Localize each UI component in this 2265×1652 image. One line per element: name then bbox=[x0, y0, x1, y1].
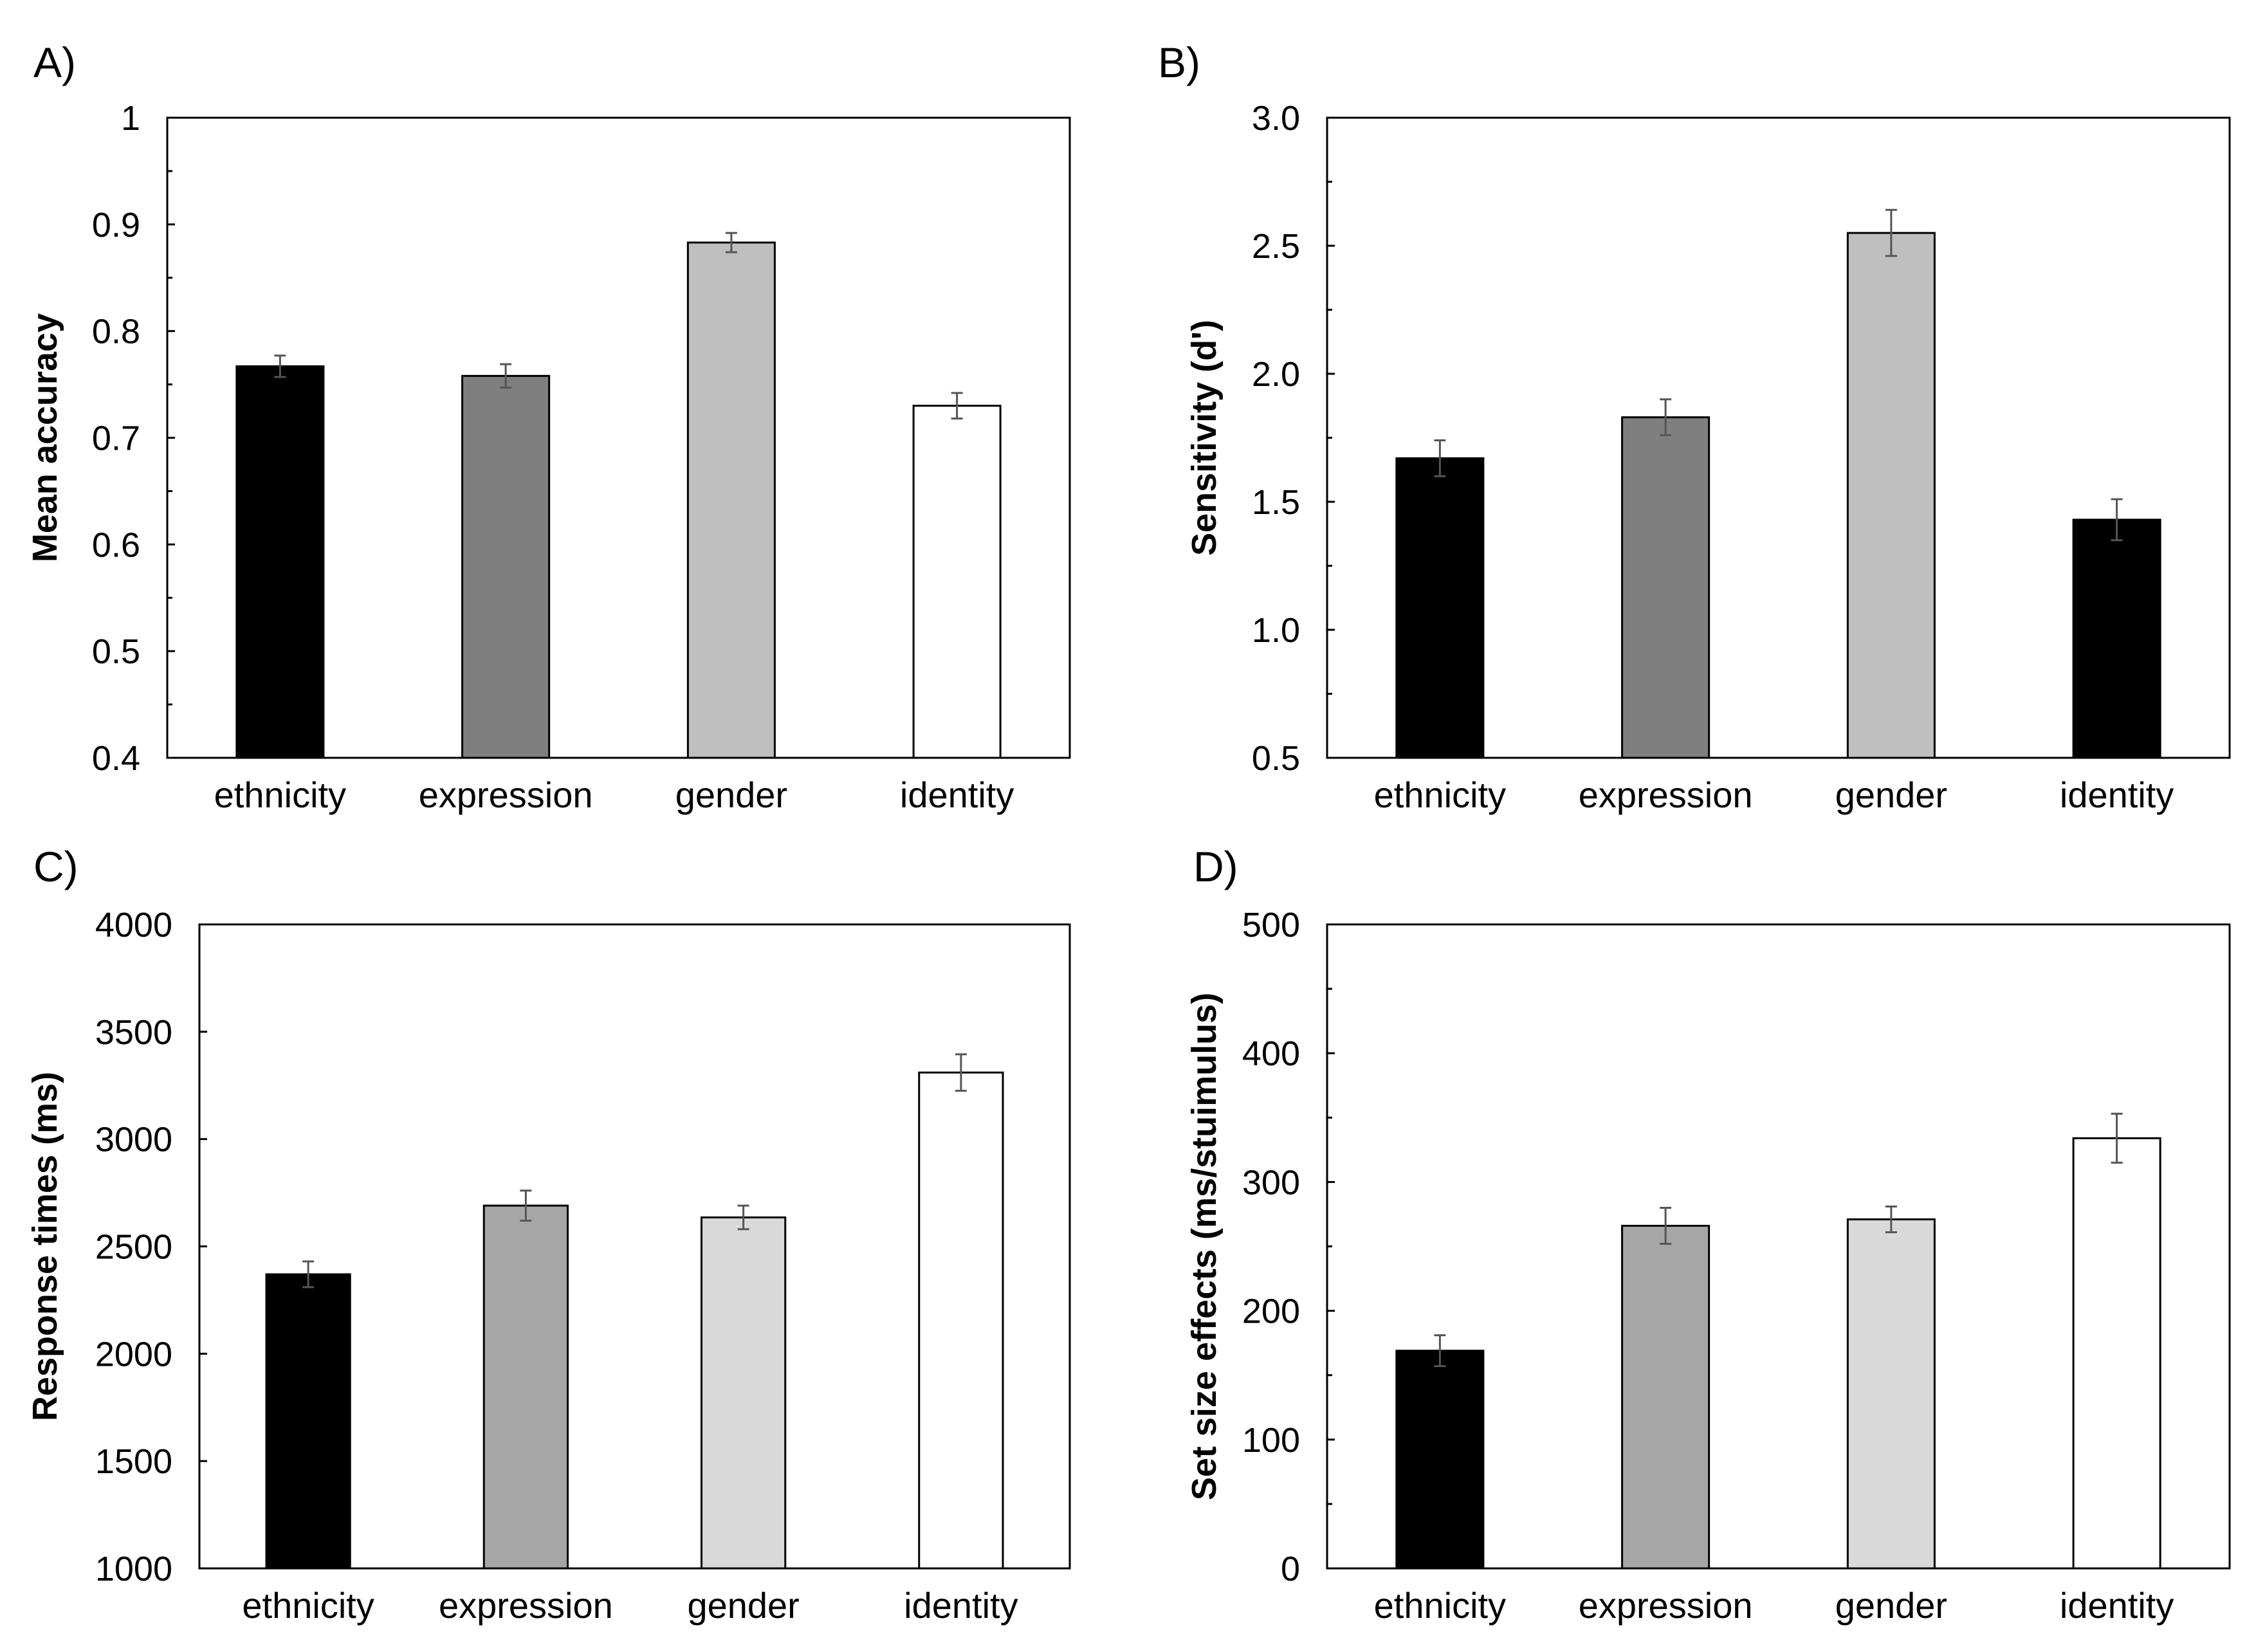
y-tick-label: 0.5 bbox=[1252, 739, 1300, 778]
error-bar-ethnicity bbox=[1434, 1334, 1446, 1368]
error-bar-ethnicity bbox=[302, 1260, 315, 1289]
bar-identity bbox=[2072, 1137, 2161, 1570]
category-label: expression bbox=[1579, 775, 1753, 815]
y-tick-label: 2.0 bbox=[1252, 355, 1300, 394]
error-bar-gender bbox=[737, 1204, 749, 1231]
bar-expression bbox=[482, 1204, 569, 1570]
error-bar-gender bbox=[725, 232, 737, 253]
bar-gender bbox=[686, 241, 776, 759]
bar-gender bbox=[701, 1216, 787, 1570]
y-axis-label: Mean accuracy bbox=[26, 313, 64, 562]
y-tick-label: 0.5 bbox=[92, 632, 140, 671]
category-label: identity bbox=[904, 1585, 1018, 1626]
error-bar-identity bbox=[951, 392, 963, 420]
y-tick-label: 300 bbox=[1242, 1163, 1300, 1202]
y-tick-label: 200 bbox=[1242, 1292, 1300, 1331]
bar-expression bbox=[1621, 1224, 1710, 1570]
bar-gender bbox=[1846, 1218, 1936, 1570]
y-tick-label: 0 bbox=[1281, 1550, 1300, 1588]
y-tick-label: 0.4 bbox=[92, 739, 140, 778]
y-tick-label: 3500 bbox=[95, 1013, 172, 1052]
category-label: ethnicity bbox=[242, 1585, 374, 1626]
error-bar-ethnicity bbox=[1434, 439, 1446, 477]
panel-label: D) bbox=[1193, 843, 1238, 890]
y-axis-label: Response times (ms) bbox=[26, 1072, 64, 1421]
bar-gender bbox=[1846, 232, 1936, 759]
category-label: expression bbox=[439, 1585, 613, 1626]
bar-ethnicity bbox=[265, 1273, 351, 1570]
bar-expression bbox=[1621, 416, 1710, 759]
category-label: gender bbox=[1835, 1585, 1947, 1626]
error-bar-expression bbox=[1660, 398, 1672, 437]
error-bar-identity bbox=[2111, 498, 2123, 542]
chart-panel-b: B) ethnicity expression gender identity 0.5 1.… bbox=[1158, 39, 2231, 815]
category-label: ethnicity bbox=[214, 775, 346, 815]
error-bar-expression bbox=[500, 363, 512, 389]
y-tick-label: 0.9 bbox=[92, 206, 140, 244]
y-tick-label: 1 bbox=[121, 99, 140, 138]
y-axis-label: Sensitivity (d') bbox=[1185, 320, 1224, 556]
bar-ethnicity bbox=[1395, 457, 1485, 759]
y-tick-label: 0.6 bbox=[92, 526, 140, 564]
y-tick-label: 100 bbox=[1242, 1421, 1300, 1460]
y-tick-label: 400 bbox=[1242, 1034, 1300, 1073]
y-tick-label: 0.7 bbox=[92, 419, 140, 458]
y-tick-label: 1.5 bbox=[1252, 483, 1300, 522]
y-tick-label: 2.5 bbox=[1252, 227, 1300, 266]
y-tick-label: 2500 bbox=[95, 1228, 172, 1267]
bar-identity bbox=[918, 1071, 1004, 1570]
y-tick-label: 1500 bbox=[95, 1442, 172, 1481]
error-bar-gender bbox=[1885, 208, 1897, 257]
y-tick-label: 1.0 bbox=[1252, 611, 1300, 650]
chart-panel-d: D) ethnicity expression gender identity 0 100 2… bbox=[1185, 843, 2231, 1626]
y-tick-label: 4000 bbox=[95, 906, 172, 944]
y-tick-label: 1000 bbox=[95, 1550, 172, 1588]
error-bar-identity bbox=[2111, 1112, 2123, 1164]
bar-ethnicity bbox=[1395, 1350, 1485, 1570]
category-label: ethnicity bbox=[1374, 775, 1506, 815]
category-label: expression bbox=[419, 775, 593, 815]
error-bar-expression bbox=[1660, 1206, 1672, 1245]
error-bar-expression bbox=[520, 1189, 532, 1222]
panel-label: B) bbox=[1158, 39, 1200, 86]
chart-panel-a: A) ethnicity expression gender identity 0.4 0.… bbox=[26, 39, 1071, 815]
y-axis-label: Set size effects (ms/stuimulus) bbox=[1185, 993, 1224, 1500]
category-label: gender bbox=[675, 775, 787, 815]
y-tick-label: 500 bbox=[1242, 906, 1300, 944]
category-label: gender bbox=[687, 1585, 799, 1626]
error-bar-identity bbox=[955, 1053, 967, 1092]
category-label: gender bbox=[1835, 775, 1947, 815]
bar-identity bbox=[912, 405, 1002, 759]
category-label: identity bbox=[2060, 1585, 2174, 1626]
panel-label: A) bbox=[33, 39, 76, 86]
category-label: identity bbox=[900, 775, 1014, 815]
error-bar-ethnicity bbox=[274, 354, 286, 378]
category-label: identity bbox=[2060, 775, 2174, 815]
category-label: ethnicity bbox=[1374, 1585, 1506, 1626]
y-tick-label: 2000 bbox=[95, 1335, 172, 1373]
bar-ethnicity bbox=[235, 365, 325, 759]
bar-expression bbox=[461, 374, 551, 759]
category-label: expression bbox=[1579, 1585, 1753, 1626]
error-bar-gender bbox=[1885, 1205, 1897, 1233]
y-tick-label: 3.0 bbox=[1252, 99, 1300, 138]
y-tick-label: 3000 bbox=[95, 1121, 172, 1159]
chart-panel-c: C) ethnicity expression gender identity 1000 1… bbox=[26, 843, 1071, 1626]
y-tick-label: 0.8 bbox=[92, 313, 140, 351]
bar-identity bbox=[2072, 519, 2161, 759]
panel-label: C) bbox=[33, 843, 78, 890]
